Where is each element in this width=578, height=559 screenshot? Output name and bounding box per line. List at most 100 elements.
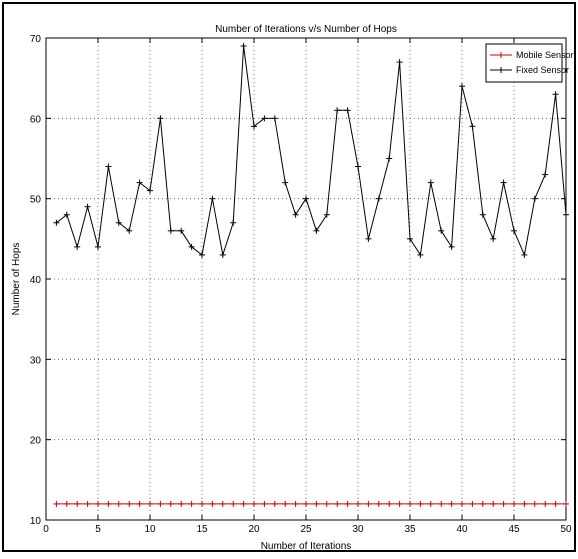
mobile-sensor-data-point xyxy=(219,500,226,507)
grid-layer xyxy=(46,38,566,520)
mobile-sensor-data-point xyxy=(282,500,289,507)
x-tick-label: 25 xyxy=(300,524,312,535)
fixed-sensor-data-point xyxy=(521,251,528,258)
mobile-sensor-data-point xyxy=(563,500,569,507)
mobile-sensor-data-point xyxy=(365,500,372,507)
fixed-sensor-data-point xyxy=(323,211,330,218)
mobile-sensor-data-point xyxy=(95,500,101,507)
mobile-sensor-data-point xyxy=(355,500,361,507)
fixed-sensor-data-point xyxy=(448,243,455,250)
fixed-sensor-data-point xyxy=(167,227,174,234)
mobile-sensor-data-point xyxy=(105,500,112,507)
mobile-sensor-data-point xyxy=(459,500,465,507)
y-tick-label: 70 xyxy=(30,34,42,45)
fixed-sensor-data-point xyxy=(261,115,268,122)
fixed-sensor-data-point xyxy=(209,195,216,202)
fixed-sensor-data-point xyxy=(303,195,309,202)
fixed-sensor-data-point xyxy=(74,243,81,250)
mobile-sensor-data-point xyxy=(500,500,507,507)
mobile-sensor-data-point xyxy=(167,500,174,507)
fixed-sensor-data-point xyxy=(271,115,278,122)
fixed-sensor-data-point xyxy=(438,227,445,234)
chart-title: Number of Iterations v/s Number of Hops xyxy=(215,24,397,35)
mobile-sensor-data-point xyxy=(490,500,497,507)
y-tick-label: 20 xyxy=(30,436,42,447)
fixed-sensor-data-point xyxy=(386,155,393,162)
fixed-sensor-data-point xyxy=(469,123,476,130)
mobile-sensor-data-point xyxy=(448,500,455,507)
mobile-sensor-data-point xyxy=(375,500,382,507)
mobile-sensor-data-point xyxy=(115,500,122,507)
y-tick-label: 60 xyxy=(30,114,42,125)
mobile-sensor-data-point xyxy=(323,500,330,507)
mobile-sensor-data-point xyxy=(479,500,486,507)
mobile-sensor-data-point xyxy=(292,500,299,507)
mobile-sensor-data-point xyxy=(344,500,351,507)
x-tick-label: 30 xyxy=(352,524,364,535)
x-tick-label: 40 xyxy=(456,524,468,535)
fixed-sensor-data-point xyxy=(552,91,559,98)
x-tick-label: 15 xyxy=(196,524,208,535)
fixed-sensor-data-point xyxy=(407,235,413,242)
mobile-sensor-data-point xyxy=(74,500,81,507)
mobile-sensor-data-point xyxy=(531,500,538,507)
fixed-sensor-data-point xyxy=(479,211,486,218)
fixed-sensor-data-point xyxy=(334,107,341,114)
legend: Mobile Sensor Fixed Sensor xyxy=(485,43,574,83)
y-tick-label: 40 xyxy=(30,275,42,286)
fixed-sensor-data-point xyxy=(219,251,226,258)
fixed-sensor-data-point xyxy=(63,211,70,218)
x-tick-label: 50 xyxy=(560,524,572,535)
mobile-sensor-data-point xyxy=(271,500,278,507)
mobile-sensor-data-point xyxy=(438,500,445,507)
fixed-sensor-data-point xyxy=(292,211,299,218)
mobile-sensor-data-point xyxy=(427,500,434,507)
legend-item-fixed-sensor: Fixed Sensor xyxy=(490,65,569,75)
mobile-sensor-data-point xyxy=(240,500,247,507)
mobile-sensor-data-point xyxy=(552,500,559,507)
fixed-sensor-data-point xyxy=(344,107,351,114)
fixed-sensor-data-point xyxy=(251,123,257,130)
mobile-sensor-data-point xyxy=(84,500,91,507)
mobile-sensor-data-point xyxy=(178,500,185,507)
fixed-sensor-data-point xyxy=(459,83,465,90)
x-tick-label: 45 xyxy=(508,524,520,535)
x-tick-label: 0 xyxy=(43,524,49,535)
legend-label: Fixed Sensor xyxy=(516,65,569,75)
axis-layer: 0 5 10 15 20 25 30 35 40 45 50 10 20 30 40 50 60 70 xyxy=(30,34,572,535)
legend-item-mobile-sensor: Mobile Sensor xyxy=(490,50,574,60)
fixed-sensor-data-point xyxy=(313,227,320,234)
mobile-sensor-data-point xyxy=(157,500,164,507)
fixed-sensor-data-point xyxy=(95,243,101,250)
fixed-sensor-data-point xyxy=(240,43,247,50)
mobile-sensor-data-point xyxy=(53,500,60,507)
mobile-sensor-data-point xyxy=(126,500,133,507)
fixed-sensor-data-point xyxy=(115,219,122,226)
mobile-sensor-data-point xyxy=(63,500,70,507)
mobile-sensor-data-point xyxy=(542,500,549,507)
fixed-sensor-data-point xyxy=(500,179,507,186)
fixed-sensor-data-point xyxy=(282,179,289,186)
mobile-sensor-data-point xyxy=(417,500,424,507)
fixed-sensor-data-point xyxy=(136,179,143,186)
y-axis-label: Number of Hops xyxy=(11,243,22,316)
fixed-sensor-data-point xyxy=(531,195,538,202)
mobile-sensor-data-point xyxy=(511,500,517,507)
fixed-sensor-data-point xyxy=(178,227,185,234)
fixed-sensor-data-point xyxy=(84,203,91,210)
fixed-sensor-data-point xyxy=(542,171,549,178)
fixed-sensor-data-point xyxy=(417,251,424,258)
mobile-sensor-data-point xyxy=(303,500,309,507)
mobile-sensor-data-point xyxy=(407,500,413,507)
legend-label: Mobile Sensor xyxy=(516,50,574,60)
series-layer xyxy=(53,43,569,507)
y-tick-label: 10 xyxy=(30,516,42,527)
mobile-sensor-data-point xyxy=(261,500,268,507)
fixed-sensor-data-point xyxy=(355,163,361,170)
fixed-sensor-series-line xyxy=(56,45,567,257)
fixed-sensor-data-point xyxy=(511,227,517,234)
mobile-sensor-data-point xyxy=(521,500,528,507)
x-tick-label: 20 xyxy=(248,524,260,535)
x-tick-label: 35 xyxy=(404,524,416,535)
